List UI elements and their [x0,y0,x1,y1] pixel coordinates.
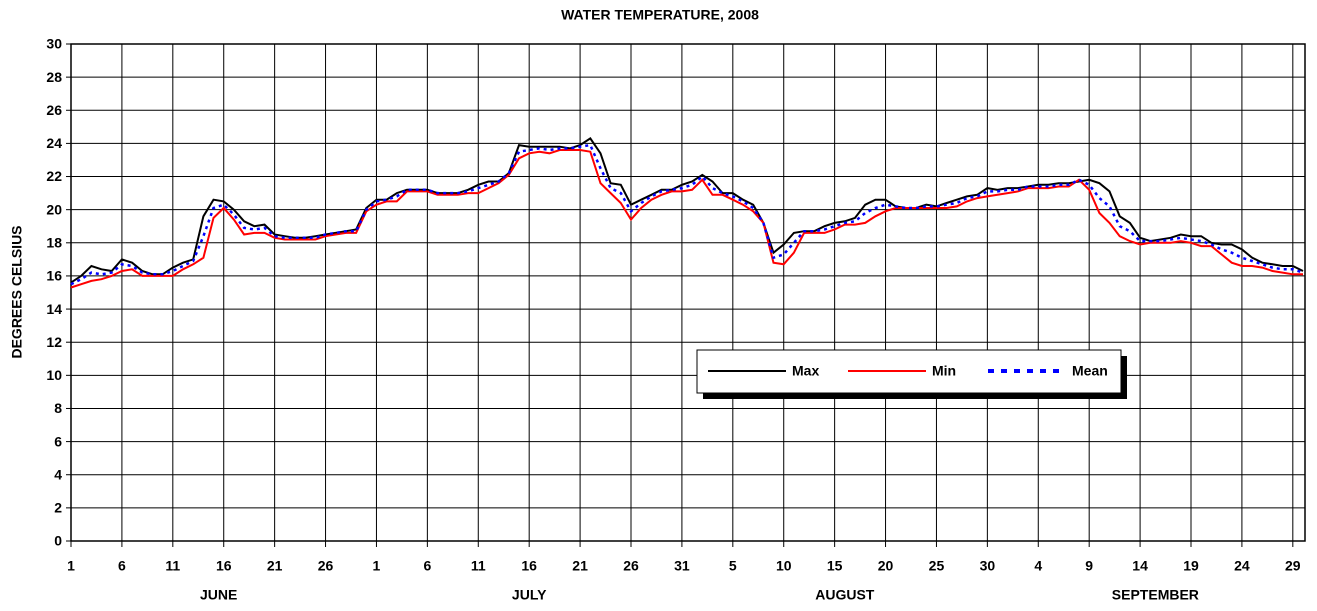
x-tick-label: 21 [267,558,283,574]
x-tick-label: 30 [980,558,996,574]
series-line [70,143,1304,286]
x-tick-label: 11 [165,558,180,574]
y-tick-label: 24 [46,135,62,151]
y-tick-label: 12 [46,334,62,350]
series-line [70,137,1304,284]
y-tick-label: 4 [54,466,62,482]
x-tick-label: 29 [1285,558,1301,574]
x-tick-label: 4 [1034,558,1042,574]
chart-title: WATER TEMPERATURE, 2008 [561,7,759,23]
plot-frame [70,43,1306,542]
x-tick-label: 31 [674,558,690,574]
x-tick-label: 1 [373,558,381,574]
x-tick-label: 14 [1132,558,1148,574]
y-tick-label: 16 [46,268,62,284]
y-tick-label: 10 [46,367,62,383]
y-tick-label: 18 [46,235,62,251]
x-tick-label: 6 [118,558,126,574]
y-tick-label: 2 [54,500,62,516]
y-tick-label: 28 [46,69,62,85]
x-tick-label: 26 [318,558,334,574]
legend-label: Max [792,363,819,379]
x-tick-label: 26 [623,558,639,574]
x-tick-label: 21 [572,558,588,574]
x-tick-label: 25 [929,558,945,574]
x-tick-label: 9 [1085,558,1093,574]
y-tick-label: 22 [46,168,62,184]
legend: Max Min Mean [696,349,1127,399]
month-label: SEPTEMBER [1112,587,1199,603]
x-tick-label: 16 [216,558,232,574]
x-tick-label: 24 [1234,558,1250,574]
month-label: JULY [512,587,547,603]
y-tick-label: 0 [54,533,62,549]
x-tick-label: 15 [827,558,843,574]
x-tick-label: 20 [878,558,894,574]
y-tick-label: 20 [46,201,62,217]
y-tick-label: 14 [46,301,62,317]
x-tick-label: 5 [729,558,737,574]
x-tick-label: 1 [67,558,75,574]
x-tick-label: 6 [423,558,431,574]
month-label: JUNE [200,587,237,603]
legend-label: Min [932,363,956,379]
x-tick-label: 19 [1183,558,1199,574]
legend-label: Mean [1072,363,1108,379]
series-line [70,149,1303,289]
month-label: AUGUST [815,587,875,603]
y-tick-label: 6 [54,433,62,449]
y-tick-label: 8 [54,400,62,416]
x-tick-label: 11 [471,558,486,574]
x-tick-label: 10 [776,558,792,574]
x-tick-label: 16 [521,558,537,574]
y-tick-label: 26 [46,102,62,118]
y-axis-label: DEGREES CELSIUS [9,225,25,358]
y-tick-label: 30 [46,36,62,52]
